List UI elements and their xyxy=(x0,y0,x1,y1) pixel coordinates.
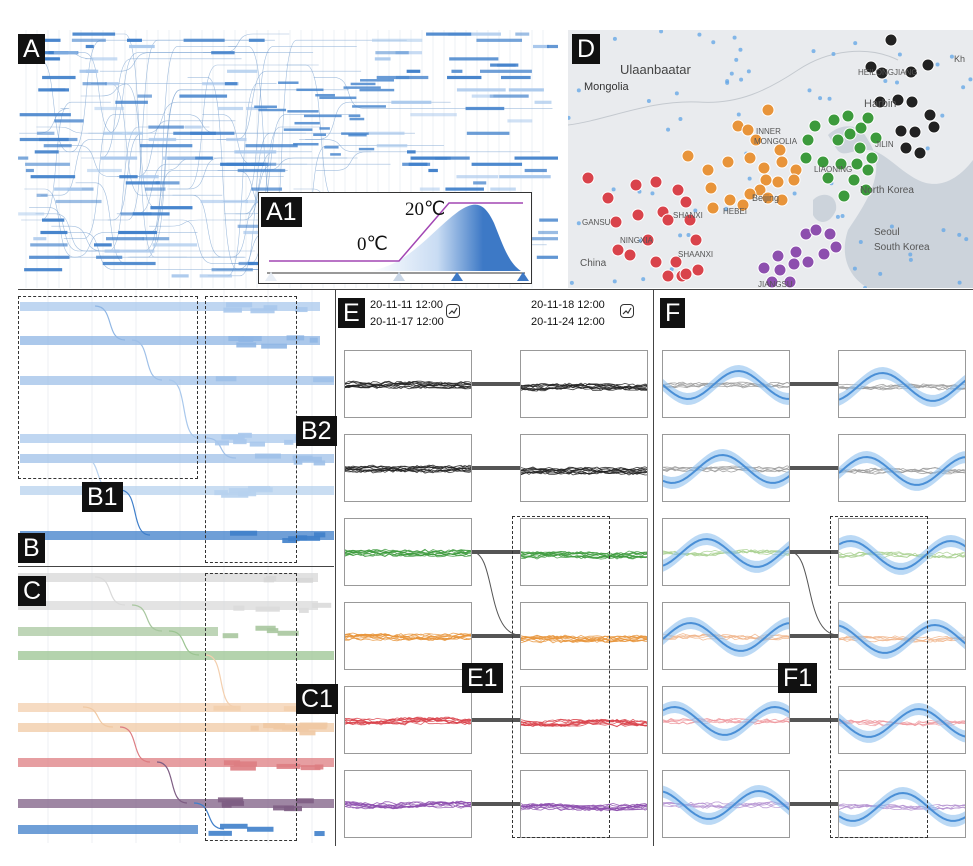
flow-detail-chart-b xyxy=(20,290,334,566)
map-label-ulaanbaatar: Ulaanbaatar xyxy=(620,62,691,77)
label-d: D xyxy=(572,34,601,64)
temperature-gradient-chart xyxy=(265,202,529,281)
e-left-plot-row-3[interactable] xyxy=(344,518,472,586)
map-label-hebei: HEBEI xyxy=(723,207,748,216)
triangle-marker-icon xyxy=(451,272,463,281)
label-b2: B2 xyxy=(296,416,337,446)
map-canvas[interactable] xyxy=(568,30,973,288)
selection-c1 xyxy=(205,573,297,841)
f-left-plot-row-5[interactable] xyxy=(662,686,790,754)
map-label-gansu: GANSU xyxy=(582,218,611,227)
map-label-harbin: Harbin xyxy=(864,98,897,110)
map-label-seoul: Seoul xyxy=(874,227,900,238)
map-label-jiangsu: JIANGSU xyxy=(758,280,793,288)
e-left-plot-row-6[interactable] xyxy=(344,770,472,838)
temp-twenty-label: 20℃ xyxy=(405,199,446,220)
label-b1: B1 xyxy=(82,482,123,512)
e-right-plot-row-3[interactable] xyxy=(520,518,648,586)
f-left-plot-row-3[interactable] xyxy=(662,518,790,586)
e-right-plot-row-1[interactable] xyxy=(520,350,648,418)
f-left-plot-row-1[interactable] xyxy=(662,350,790,418)
e-right-plot-row-6[interactable] xyxy=(520,770,648,838)
map-label-china: China xyxy=(580,258,607,269)
e-left-plot-row-4[interactable] xyxy=(344,602,472,670)
triangle-marker-icon xyxy=(517,272,529,281)
f-right-plot-row-5[interactable] xyxy=(838,686,966,754)
date-right-start: 20-11-18 12:00 xyxy=(531,299,605,311)
f-right-plot-row-6[interactable] xyxy=(838,770,966,838)
selection-b2 xyxy=(205,296,297,563)
date-right-end: 20-11-24 12:00 xyxy=(531,316,605,328)
e-left-plot-row-2[interactable] xyxy=(344,434,472,502)
e-right-plot-row-4[interactable] xyxy=(520,602,648,670)
date-left-start: 20-11-11 12:00 xyxy=(370,299,443,311)
label-a1: A1 xyxy=(261,197,302,227)
divider-bc xyxy=(18,566,334,567)
trend-chart-icon[interactable] xyxy=(620,304,634,318)
divider-bc-e xyxy=(335,290,336,846)
f-left-plot-row-4[interactable] xyxy=(662,602,790,670)
f-left-plot-row-2[interactable] xyxy=(662,434,790,502)
date-left-end: 20-11-17 12:00 xyxy=(370,316,444,328)
f-right-plot-row-3[interactable] xyxy=(838,518,966,586)
label-c: C xyxy=(18,576,47,606)
e-right-plot-row-2[interactable] xyxy=(520,434,648,502)
trend-chart-icon[interactable] xyxy=(446,304,460,318)
map-label-inner-2: MONGOLIA xyxy=(754,137,798,146)
map-label-heilongjiang: HEILONGJIANG xyxy=(858,68,918,77)
map-label-inner-1: INNER xyxy=(756,127,781,136)
divider-top xyxy=(18,289,973,290)
triangle-marker-icon xyxy=(393,272,405,281)
e-left-plot-row-1[interactable] xyxy=(344,350,472,418)
map-label-kh: Kh xyxy=(954,54,966,64)
map-label-mongolia: Mongolia xyxy=(584,81,629,93)
flow-detail-chart-c xyxy=(18,567,334,843)
panel-a1-temperature-legend: A1 0℃ 20℃ xyxy=(258,192,532,284)
selection-b1 xyxy=(18,296,198,479)
map-label-ningxia: NINGXIA xyxy=(620,236,653,245)
f-right-plot-row-1[interactable] xyxy=(838,350,966,418)
f-right-plot-row-2[interactable] xyxy=(838,434,966,502)
map-label-jilin: JILIN xyxy=(875,140,894,149)
e-right-plot-row-5[interactable] xyxy=(520,686,648,754)
label-e1: E1 xyxy=(462,663,503,693)
label-b: B xyxy=(18,533,45,563)
triangle-marker-icon xyxy=(265,272,277,281)
panel-b-flow-detail xyxy=(18,290,334,566)
panel-d-map[interactable]: Ulaanbaatar Mongolia HEILONGJIANG Kh Har… xyxy=(568,30,973,288)
selection-e1 xyxy=(512,516,610,838)
divider-e-f xyxy=(653,290,654,846)
label-c1: C1 xyxy=(296,684,338,714)
map-label-shanxi: SHANXI xyxy=(673,211,703,220)
map-label-shaanxi: SHAANXI xyxy=(678,250,714,259)
selection-f1 xyxy=(830,516,928,838)
panel-c-flow-clustered xyxy=(18,567,334,843)
temp-zero-label: 0℃ xyxy=(357,234,388,255)
label-f1: F1 xyxy=(778,663,818,693)
f-left-plot-row-6[interactable] xyxy=(662,770,790,838)
label-e: E xyxy=(338,298,365,328)
e-left-plot-row-5[interactable] xyxy=(344,686,472,754)
map-label-liaoning: LIAONING xyxy=(814,165,853,174)
map-label-north-korea: North Korea xyxy=(860,185,914,196)
map-label-beijing: Beijing xyxy=(752,193,780,203)
label-a: A xyxy=(18,34,45,64)
label-f: F xyxy=(660,298,686,328)
map-label-south-korea: South Korea xyxy=(874,242,930,253)
f-right-plot-row-4[interactable] xyxy=(838,602,966,670)
